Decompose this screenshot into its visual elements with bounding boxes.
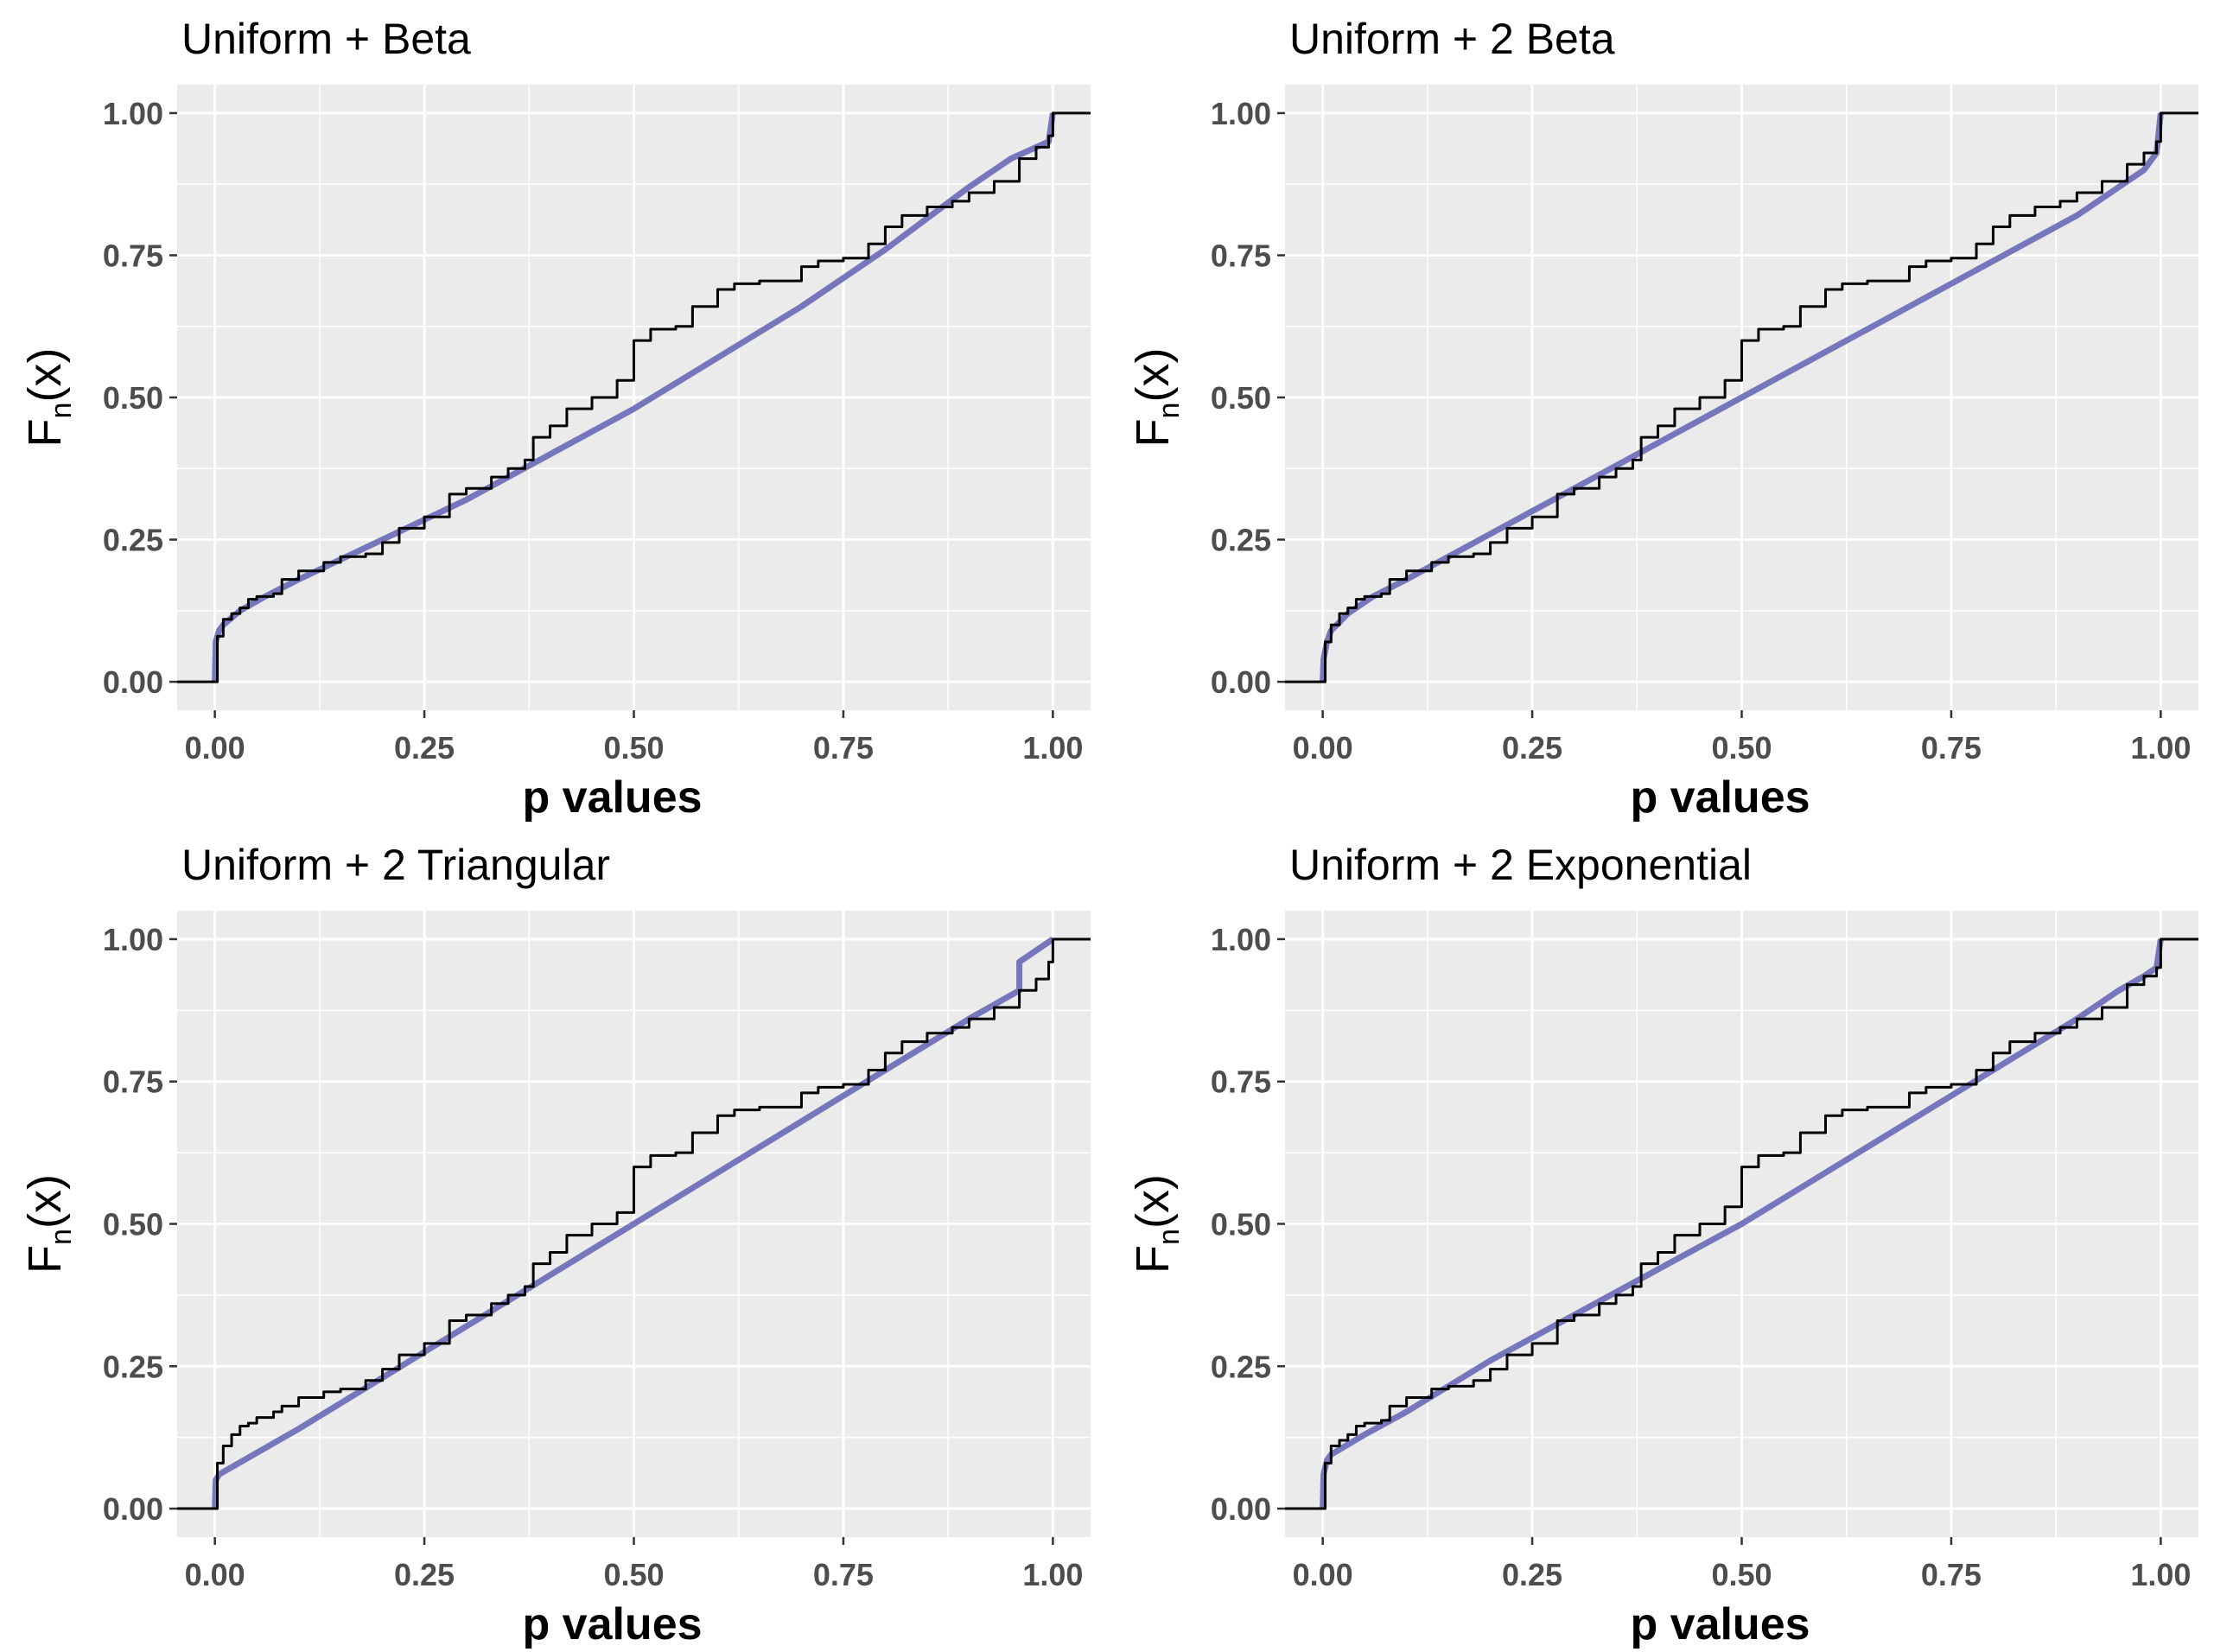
ecdf-step-line — [177, 111, 1091, 683]
x-tick-label: 0.75 — [813, 1557, 874, 1592]
y-tick-label: 0.75 — [1211, 1064, 1271, 1100]
y-tick-label: 0.75 — [1211, 238, 1271, 273]
y-tick-label: 0.25 — [1211, 523, 1271, 558]
y-axis-label: Fn(x) — [1127, 1174, 1186, 1274]
panel-4: 0.00 0.25 0.50 0.75 1.00 0.00 0.25 0.50 0.75 1.00… — [1127, 841, 2198, 1649]
panel-title: Uniform + 2 Triangular — [181, 841, 610, 889]
panel-3: 0.00 0.25 0.50 0.75 1.00 0.00 0.25 0.50 0.75 1.00… — [19, 841, 1091, 1649]
panel-title: Uniform + Beta — [181, 15, 471, 63]
x-tick-label: 0.50 — [603, 730, 664, 766]
y-tick-label: 0.25 — [1211, 1349, 1271, 1384]
x-tick-label: 0.75 — [1921, 1557, 1982, 1592]
y-axis-label: Fn(x) — [19, 1174, 78, 1274]
x-tick-label: 0.75 — [1921, 730, 1982, 766]
y-tick-label: 0.50 — [1211, 380, 1271, 416]
panel-title: Uniform + 2 Beta — [1289, 15, 1615, 63]
y-tick-label: 0.00 — [103, 1491, 163, 1527]
y-tick-label: 0.00 — [103, 664, 163, 700]
x-tick-label: 0.00 — [1293, 1557, 1353, 1592]
x-tick-label: 0.50 — [1711, 1557, 1772, 1592]
y-axis-label: Fn(x) — [19, 348, 78, 448]
x-tick-label: 0.25 — [394, 730, 455, 766]
y-tick-label: 1.00 — [1211, 922, 1271, 957]
y-tick-label: 0.50 — [1211, 1207, 1271, 1242]
panel-1: 0.00 0.25 0.50 0.75 1.00 0.00 0.25 0.50 0.75 1.00… — [19, 15, 1091, 823]
y-tick-label: 0.25 — [103, 1349, 163, 1384]
y-tick-label: 1.00 — [103, 96, 163, 131]
ecdf-step-line — [177, 937, 1091, 1510]
y-tick-label: 1.00 — [1211, 96, 1271, 131]
x-tick-label: 0.25 — [1502, 730, 1562, 766]
x-tick-label: 0.75 — [813, 730, 874, 766]
x-tick-label: 0.25 — [394, 1557, 455, 1592]
y-tick-label: 0.75 — [103, 238, 163, 273]
x-axis-label: p values — [1630, 1599, 1810, 1649]
x-tick-label: 0.50 — [603, 1557, 664, 1592]
y-axis-label: Fn(x) — [1127, 348, 1186, 448]
x-tick-label: 0.25 — [1502, 1557, 1562, 1592]
y-tick-label: 0.00 — [1211, 1491, 1271, 1527]
x-tick-label: 1.00 — [2130, 730, 2191, 766]
y-tick-label: 0.50 — [103, 380, 163, 416]
x-tick-label: 1.00 — [1022, 1557, 1083, 1592]
y-tick-label: 0.00 — [1211, 664, 1271, 700]
ecdf-step-line — [1285, 937, 2198, 1510]
x-tick-label: 1.00 — [1022, 730, 1083, 766]
y-tick-label: 0.25 — [103, 523, 163, 558]
x-axis-label: p values — [522, 1599, 702, 1649]
x-axis-label: p values — [1630, 772, 1810, 823]
y-tick-label: 1.00 — [103, 922, 163, 957]
y-tick-label: 0.75 — [103, 1064, 163, 1100]
panel-2: 0.00 0.25 0.50 0.75 1.00 0.00 0.25 0.50 0.75 1.00… — [1127, 15, 2198, 823]
y-tick-label: 0.50 — [103, 1207, 163, 1242]
x-tick-label: 0.00 — [185, 1557, 245, 1592]
x-tick-label: 0.00 — [1293, 730, 1353, 766]
panel-title: Uniform + 2 Exponential — [1289, 841, 1752, 889]
theoretical-cdf-line — [212, 937, 1055, 1509]
ecdf-step-line — [1285, 111, 2198, 683]
x-axis-label: p values — [522, 772, 702, 823]
x-tick-label: 0.00 — [185, 730, 245, 766]
x-tick-label: 1.00 — [2130, 1557, 2191, 1592]
x-tick-label: 0.50 — [1711, 730, 1772, 766]
